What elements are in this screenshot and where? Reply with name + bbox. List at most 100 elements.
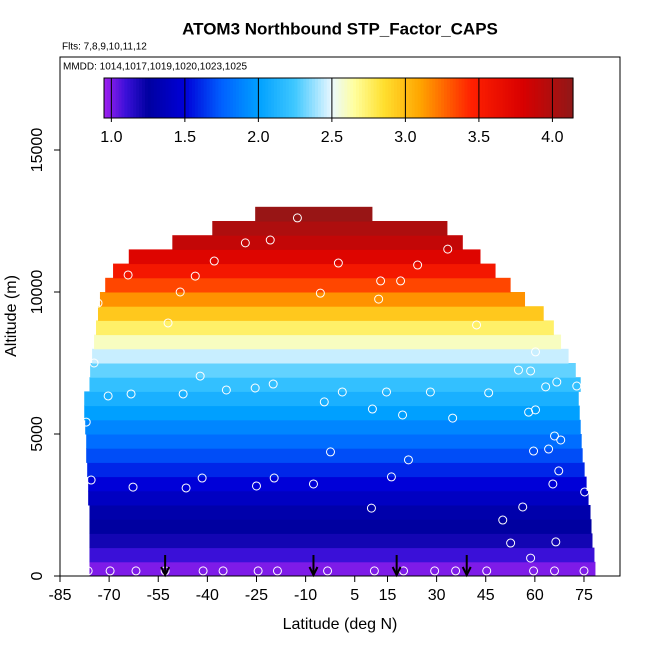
- x-tick-label: 45: [477, 587, 495, 604]
- subtitle: Flts: 7,8,9,10,11,12: [62, 42, 147, 53]
- sample-point: [430, 566, 440, 576]
- heat-cell: [88, 476, 587, 492]
- colorbar-segment: [142, 78, 146, 118]
- sample-point: [413, 260, 423, 270]
- heat-cell: [86, 448, 583, 463]
- colorbar-segment: [508, 78, 513, 118]
- colorbar-segment: [145, 78, 149, 118]
- colorbar-segment: [458, 78, 463, 118]
- sample-point: [123, 270, 133, 280]
- colorbar-segment: [526, 78, 530, 118]
- heat-cell: [89, 519, 592, 534]
- arrow-head: [308, 566, 319, 578]
- heat-cell: [96, 320, 554, 336]
- sample-point: [268, 379, 278, 389]
- x-tick-label: -85: [48, 587, 71, 604]
- colorbar-segment: [323, 78, 328, 118]
- colorbar-segment: [482, 78, 486, 118]
- sample-point: [195, 371, 205, 381]
- x-tick-label: 30: [428, 587, 446, 604]
- heat-cell: [84, 405, 580, 421]
- sample-point: [425, 387, 435, 397]
- colorbar-segment: [241, 78, 246, 118]
- colorbar-segment: [332, 78, 337, 118]
- colorbar-segment: [139, 78, 143, 118]
- colorbar-segment: [397, 78, 401, 118]
- colorbar-segment: [517, 78, 521, 118]
- sample-point: [544, 444, 554, 454]
- colorbar-segment: [417, 78, 422, 118]
- colorbar-segment: [303, 78, 307, 118]
- colorbar-segment: [549, 78, 554, 118]
- heat-cell: [89, 547, 595, 563]
- colorbar-segment: [376, 78, 381, 118]
- colorbar-segment: [493, 78, 498, 118]
- colorbar-segment: [285, 78, 290, 118]
- sample-point: [315, 288, 325, 298]
- colorbar-segment: [364, 78, 369, 118]
- heat-cell: [84, 391, 579, 407]
- colorbar-segment: [127, 78, 131, 118]
- x-tick-label: -25: [245, 587, 268, 604]
- colorbar-segment: [203, 78, 208, 118]
- sample-point: [89, 358, 99, 368]
- colorbar-segment: [124, 78, 129, 118]
- colorbar-segment: [570, 78, 574, 118]
- colorbar-segment: [136, 78, 140, 118]
- colorbar-segment: [168, 78, 173, 118]
- colorbar-segment: [288, 78, 293, 118]
- colorbar-segment: [230, 78, 234, 118]
- colorbar-segment: [356, 78, 360, 118]
- colorbar-segment: [379, 78, 384, 118]
- sample-point: [326, 447, 336, 457]
- colorbar-segment: [104, 78, 108, 118]
- heat-cell: [105, 277, 511, 293]
- colorbar-segment: [259, 78, 263, 118]
- colorbar-segment: [429, 78, 433, 118]
- colorbar-segment: [476, 78, 480, 118]
- sample-point: [250, 383, 260, 393]
- colorbar-segment: [338, 78, 343, 118]
- plot-frame: [59, 56, 621, 577]
- sample-point: [448, 413, 458, 423]
- colorbar-segment: [420, 78, 425, 118]
- colorbar-segment: [461, 78, 466, 118]
- colorbar-segment: [221, 78, 225, 118]
- colorbar-segment: [411, 78, 416, 118]
- heat-cell: [85, 419, 581, 435]
- sample-point: [218, 566, 228, 576]
- heat-cell: [87, 462, 585, 478]
- colorbar-tick-label: 2.0: [247, 129, 269, 146]
- heat-cell: [128, 249, 481, 265]
- colorbar-segment: [112, 78, 117, 118]
- colorbar-segment: [253, 78, 258, 118]
- sample-point: [518, 502, 528, 512]
- colorbar-segment: [189, 78, 193, 118]
- sample-point: [251, 481, 261, 491]
- sample-point: [103, 391, 113, 401]
- sample-point: [443, 244, 453, 254]
- colorbar-segment: [455, 78, 460, 118]
- x-axis-label: Latitude (deg N): [283, 616, 398, 633]
- heat-cell: [88, 490, 589, 506]
- heat-cell: [99, 292, 526, 307]
- colorbar-segment: [294, 78, 299, 118]
- sample-point: [529, 566, 539, 576]
- colorbar-segment: [171, 78, 175, 118]
- colorbar-segment: [561, 78, 565, 118]
- colorbar-segment: [558, 78, 562, 118]
- sample-point: [163, 318, 173, 328]
- colorbar-segment: [370, 78, 375, 118]
- colorbar-segment: [359, 78, 363, 118]
- colorbar-segment: [373, 78, 378, 118]
- colorbar-segment: [534, 78, 539, 118]
- x-tick-label: -70: [98, 587, 121, 604]
- colorbar-segment: [282, 78, 287, 118]
- colorbar-segment: [174, 78, 178, 118]
- colorbar-segment: [344, 78, 348, 118]
- colorbar-segment: [115, 78, 120, 118]
- heat-cell: [89, 561, 596, 577]
- colorbar-segment: [523, 78, 527, 118]
- sample-point: [181, 483, 191, 493]
- sample-point: [292, 213, 302, 223]
